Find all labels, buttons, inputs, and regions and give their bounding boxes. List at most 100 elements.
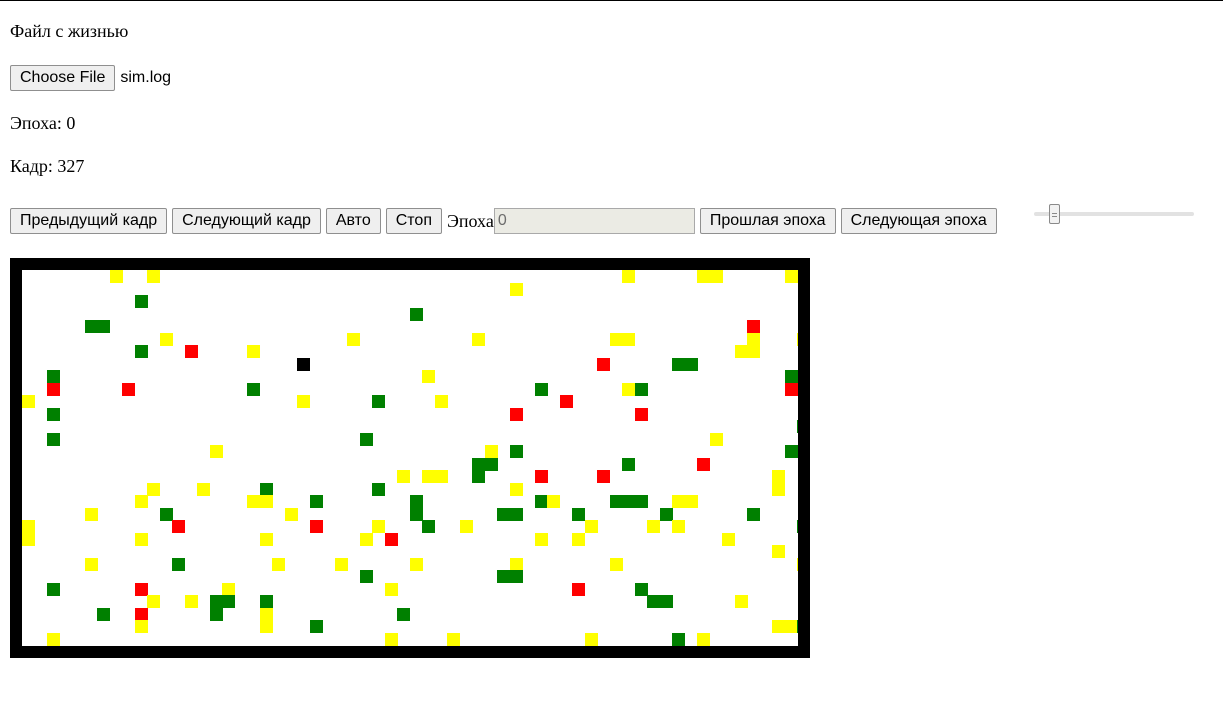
yellow-cell xyxy=(747,332,760,346)
yellow-cell xyxy=(434,470,448,483)
yellow-cell xyxy=(259,620,273,633)
green-cell xyxy=(47,370,60,383)
yellow-cell xyxy=(734,595,748,608)
red-cell xyxy=(572,582,585,596)
green-cell xyxy=(259,482,273,496)
green-cell xyxy=(134,345,148,358)
yellow-cell xyxy=(609,557,623,571)
green-cell xyxy=(372,482,385,496)
green-cell xyxy=(634,582,648,596)
yellow-cell xyxy=(622,332,635,346)
green-cell xyxy=(659,595,673,608)
life-field xyxy=(22,270,798,646)
red-cell xyxy=(747,320,760,333)
green-cell xyxy=(634,495,648,508)
red-cell xyxy=(172,520,185,533)
yellow-cell xyxy=(47,632,60,646)
yellow-cell xyxy=(747,345,760,358)
yellow-cell xyxy=(372,520,385,533)
yellow-cell xyxy=(222,582,235,596)
yellow-cell xyxy=(734,345,748,358)
yellow-cell xyxy=(147,270,160,283)
yellow-cell xyxy=(472,332,485,346)
yellow-cell xyxy=(772,482,785,496)
green-cell xyxy=(309,495,323,508)
green-cell xyxy=(309,620,323,633)
file-name-label: sim.log xyxy=(120,69,172,86)
yellow-cell xyxy=(609,332,623,346)
green-cell xyxy=(534,382,548,396)
green-cell xyxy=(672,632,685,646)
next-epoch-button[interactable]: Следующая эпоха xyxy=(840,208,997,234)
green-cell xyxy=(784,445,798,458)
green-cell xyxy=(397,607,410,621)
green-cell xyxy=(47,407,60,421)
green-cell xyxy=(622,457,635,471)
green-cell xyxy=(534,495,548,508)
file-picker: Choose File sim.log xyxy=(10,65,171,91)
yellow-cell xyxy=(622,382,635,396)
yellow-cell xyxy=(684,495,698,508)
yellow-cell xyxy=(422,470,435,483)
yellow-cell xyxy=(672,495,685,508)
yellow-cell xyxy=(797,270,798,283)
green-cell xyxy=(359,432,373,446)
red-cell xyxy=(122,382,135,396)
yellow-cell xyxy=(709,432,723,446)
green-cell xyxy=(684,357,698,371)
red-cell xyxy=(597,470,610,483)
epoch-input[interactable] xyxy=(493,208,695,234)
green-cell xyxy=(409,507,423,521)
yellow-cell xyxy=(672,520,685,533)
yellow-cell xyxy=(709,270,723,283)
yellow-cell xyxy=(147,482,160,496)
yellow-cell xyxy=(247,495,260,508)
green-cell xyxy=(359,570,373,583)
next-frame-button[interactable]: Следующий кадр xyxy=(172,208,321,234)
green-cell xyxy=(247,382,260,396)
green-cell xyxy=(84,320,98,333)
slider-track xyxy=(1034,212,1194,216)
yellow-cell xyxy=(84,507,98,521)
green-cell xyxy=(797,420,798,433)
yellow-cell xyxy=(347,332,360,346)
green-cell xyxy=(209,607,223,621)
green-cell xyxy=(797,620,798,633)
yellow-cell xyxy=(84,557,98,571)
frame-slider[interactable] xyxy=(1034,204,1194,224)
auto-button[interactable]: Авто xyxy=(325,208,381,234)
prev-epoch-button[interactable]: Прошлая эпоха xyxy=(699,208,836,234)
stop-button[interactable]: Стоп xyxy=(385,208,442,234)
yellow-cell xyxy=(134,620,148,633)
yellow-cell xyxy=(772,470,785,483)
green-cell xyxy=(497,507,510,521)
yellow-cell xyxy=(197,482,210,496)
yellow-cell xyxy=(272,557,285,571)
yellow-cell xyxy=(159,332,173,346)
green-cell xyxy=(747,507,760,521)
yellow-cell xyxy=(534,532,548,546)
green-cell xyxy=(797,520,798,533)
green-cell xyxy=(497,570,510,583)
red-cell xyxy=(134,582,148,596)
yellow-cell xyxy=(509,282,523,296)
yellow-cell xyxy=(22,532,35,546)
choose-file-button[interactable]: Choose File xyxy=(10,65,116,91)
yellow-cell xyxy=(459,520,473,533)
yellow-cell xyxy=(697,632,710,646)
green-cell xyxy=(784,370,798,383)
green-cell xyxy=(409,495,423,508)
yellow-cell xyxy=(134,495,148,508)
red-cell xyxy=(384,532,398,546)
green-cell xyxy=(659,507,673,521)
green-cell xyxy=(484,457,498,471)
yellow-cell xyxy=(647,520,660,533)
playback-controls: Предыдущий кадр Следующий кадр Авто Стоп… xyxy=(10,208,1002,234)
slider-thumb[interactable] xyxy=(1049,204,1060,224)
green-cell xyxy=(97,320,110,333)
yellow-cell xyxy=(259,607,273,621)
red-cell xyxy=(597,357,610,371)
prev-frame-button[interactable]: Предыдущий кадр xyxy=(10,208,168,234)
green-cell xyxy=(134,295,148,308)
green-cell xyxy=(509,570,523,583)
